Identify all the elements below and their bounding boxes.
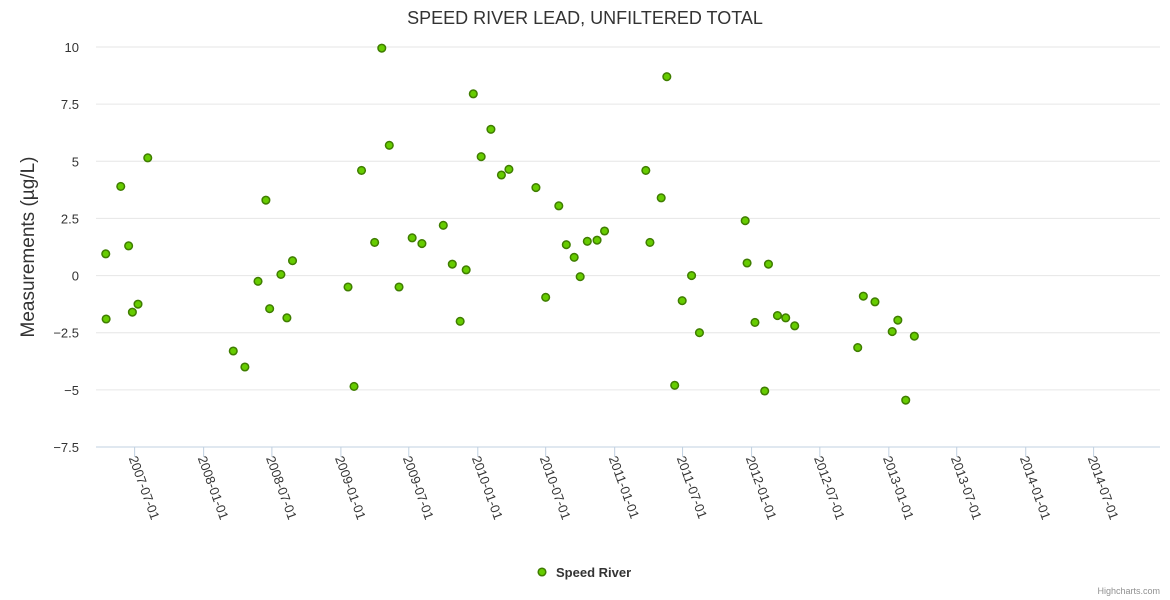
data-point[interactable] bbox=[870, 297, 880, 307]
data-point[interactable] bbox=[287, 256, 298, 266]
data-point[interactable] bbox=[253, 276, 263, 286]
y-tick-label: −5 bbox=[64, 383, 79, 398]
data-point[interactable] bbox=[261, 195, 271, 205]
data-point[interactable] bbox=[641, 165, 651, 175]
x-tick-label: 2011-07-01 bbox=[674, 454, 711, 521]
credits-link[interactable]: Highcharts.com bbox=[1097, 586, 1160, 596]
data-point[interactable] bbox=[377, 43, 387, 53]
data-point[interactable] bbox=[763, 259, 774, 269]
data-point[interactable] bbox=[541, 292, 551, 302]
x-tick-label: 2009-01-01 bbox=[332, 454, 369, 522]
data-point[interactable] bbox=[662, 72, 672, 82]
data-point[interactable] bbox=[282, 313, 292, 323]
data-point[interactable] bbox=[742, 258, 752, 268]
data-point[interactable] bbox=[760, 386, 770, 396]
data-point[interactable] bbox=[853, 343, 863, 353]
data-point[interactable] bbox=[740, 216, 750, 226]
data-point[interactable] bbox=[461, 265, 471, 275]
legend-label[interactable]: Speed River bbox=[556, 565, 631, 580]
data-point[interactable] bbox=[909, 331, 919, 341]
data-point[interactable] bbox=[124, 241, 134, 251]
data-point[interactable] bbox=[116, 181, 126, 191]
y-axis-ticks: −7.5 −5 −2.5 0 2.5 5 7.5 10 bbox=[53, 40, 79, 455]
data-point[interactable] bbox=[772, 311, 783, 321]
data-point[interactable] bbox=[694, 328, 704, 338]
x-tick-label: 2013-07-01 bbox=[948, 454, 985, 522]
data-point[interactable] bbox=[887, 327, 897, 337]
x-tick-label: 2010-01-01 bbox=[469, 454, 506, 522]
data-point[interactable] bbox=[645, 237, 655, 247]
y-tick-label: 2.5 bbox=[61, 211, 79, 226]
data-point[interactable] bbox=[417, 239, 427, 249]
data-point[interactable] bbox=[101, 249, 111, 259]
data-point[interactable] bbox=[790, 321, 800, 331]
chart-title: SPEED RIVER LEAD, UNFILTERED TOTAL bbox=[407, 8, 763, 28]
x-tick-label: 2014-07-01 bbox=[1085, 454, 1122, 522]
data-points[interactable] bbox=[101, 43, 919, 405]
data-point[interactable] bbox=[276, 269, 286, 279]
data-point[interactable] bbox=[384, 140, 394, 150]
data-point[interactable] bbox=[133, 299, 143, 309]
data-point[interactable] bbox=[468, 89, 478, 99]
gridlines bbox=[96, 46, 1160, 391]
data-point[interactable] bbox=[554, 201, 564, 211]
data-point[interactable] bbox=[447, 259, 457, 269]
data-point[interactable] bbox=[677, 296, 687, 306]
x-axis: 2007-07-01 2008-01-01 2008-07-01 2009-01-01… bbox=[96, 446, 1160, 522]
y-tick-label: 10 bbox=[65, 40, 79, 55]
data-point[interactable] bbox=[750, 317, 760, 327]
data-point[interactable] bbox=[781, 313, 791, 323]
data-point[interactable] bbox=[240, 362, 250, 372]
data-point[interactable] bbox=[600, 226, 610, 236]
x-tick-label: 2010-07-01 bbox=[537, 454, 574, 522]
data-point[interactable] bbox=[455, 316, 465, 326]
legend[interactable]: Speed River bbox=[537, 565, 631, 580]
data-point[interactable] bbox=[592, 235, 602, 245]
data-point[interactable] bbox=[370, 237, 380, 247]
data-point[interactable] bbox=[569, 252, 579, 262]
data-point[interactable] bbox=[101, 314, 111, 324]
data-point[interactable] bbox=[687, 271, 697, 281]
data-point[interactable] bbox=[893, 315, 903, 325]
y-axis-label: Measurements (µg/L) bbox=[18, 157, 39, 338]
x-tick-label: 2009-07-01 bbox=[400, 454, 437, 522]
data-point[interactable] bbox=[531, 183, 541, 193]
x-tick-label: 2012-01-01 bbox=[743, 454, 780, 522]
data-point[interactable] bbox=[265, 304, 275, 314]
data-point[interactable] bbox=[407, 233, 417, 243]
x-tick-label: 2008-07-01 bbox=[263, 454, 300, 522]
data-point[interactable] bbox=[656, 193, 666, 203]
data-point[interactable] bbox=[858, 291, 868, 301]
data-point[interactable] bbox=[496, 170, 506, 180]
data-point[interactable] bbox=[394, 282, 404, 292]
legend-marker-icon bbox=[537, 567, 547, 577]
data-point[interactable] bbox=[901, 395, 911, 405]
data-point[interactable] bbox=[143, 153, 153, 163]
y-tick-label: 0 bbox=[72, 269, 79, 284]
x-tick-label: 2007-07-01 bbox=[126, 454, 163, 522]
data-point[interactable] bbox=[582, 236, 592, 246]
data-point[interactable] bbox=[486, 124, 496, 134]
data-point[interactable] bbox=[670, 380, 680, 390]
x-tick-label: 2013-01-01 bbox=[880, 454, 917, 522]
x-tick-label: 2014-01-01 bbox=[1017, 454, 1054, 522]
y-tick-label: −7.5 bbox=[53, 440, 79, 455]
data-point[interactable] bbox=[575, 272, 585, 282]
x-tick-label: 2012-07-01 bbox=[811, 454, 848, 522]
data-point[interactable] bbox=[228, 346, 238, 356]
x-tick-label: 2011-01-01 bbox=[606, 454, 643, 521]
x-tick-label: 2008-01-01 bbox=[195, 454, 232, 522]
data-point[interactable] bbox=[438, 220, 448, 230]
data-point[interactable] bbox=[504, 164, 514, 174]
y-tick-label: −2.5 bbox=[53, 326, 79, 341]
y-tick-label: 7.5 bbox=[61, 97, 79, 112]
data-point[interactable] bbox=[127, 307, 137, 317]
data-point[interactable] bbox=[343, 282, 353, 292]
y-tick-label: 5 bbox=[72, 154, 79, 169]
data-point[interactable] bbox=[476, 152, 486, 162]
data-point[interactable] bbox=[356, 165, 367, 175]
data-point[interactable] bbox=[561, 240, 571, 250]
data-point[interactable] bbox=[349, 381, 359, 391]
